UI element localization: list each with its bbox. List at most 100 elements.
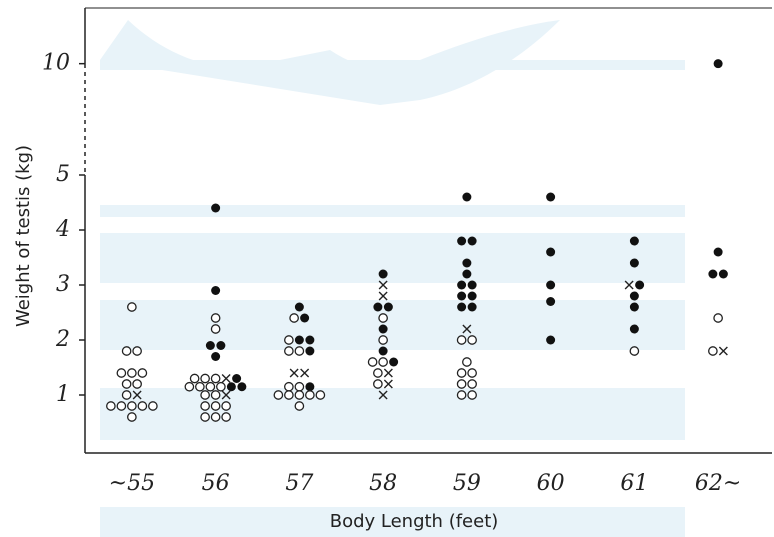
open-marker <box>132 379 142 389</box>
open-marker <box>367 357 378 367</box>
cross-marker <box>462 324 472 334</box>
open-marker <box>200 373 210 384</box>
filled-marker <box>457 302 467 312</box>
filled-marker <box>378 269 388 279</box>
y-tick-label: 3 <box>56 272 70 297</box>
open-marker <box>629 346 640 356</box>
open-marker <box>315 390 326 400</box>
open-marker <box>305 390 315 400</box>
open-marker <box>467 368 477 378</box>
open-marker <box>294 401 305 411</box>
open-marker <box>205 381 216 392</box>
open-marker <box>467 390 477 400</box>
open-marker <box>195 381 205 392</box>
filled-marker <box>211 203 221 213</box>
open-marker <box>456 390 467 400</box>
open-marker <box>284 390 294 400</box>
filled-marker <box>546 297 556 306</box>
filled-marker <box>708 269 718 279</box>
open-marker <box>373 368 383 378</box>
cross-marker <box>221 374 231 383</box>
filled-marker <box>232 374 242 383</box>
filled-marker <box>546 192 556 202</box>
filled-marker <box>713 59 723 69</box>
open-marker <box>216 381 226 392</box>
filled-marker <box>467 291 477 301</box>
filled-marker <box>294 302 304 312</box>
open-marker <box>294 381 305 392</box>
filled-marker <box>300 313 310 323</box>
filled-marker <box>389 357 399 367</box>
open-marker <box>210 373 221 384</box>
filled-marker <box>305 346 315 356</box>
open-marker <box>378 313 388 323</box>
filled-marker <box>546 280 556 290</box>
open-marker <box>210 313 221 323</box>
cross-marker <box>378 291 388 301</box>
band <box>100 60 685 70</box>
x-tick-label: 61 <box>620 471 648 496</box>
open-marker <box>127 401 137 411</box>
x-axis-label: Body Length (feet) <box>330 511 499 532</box>
filled-marker <box>629 302 639 312</box>
filled-marker <box>457 236 467 246</box>
open-marker <box>106 401 116 411</box>
filled-marker <box>635 280 645 290</box>
filled-marker <box>378 346 388 356</box>
open-marker <box>121 379 132 389</box>
filled-marker <box>237 382 247 392</box>
open-marker <box>210 401 221 411</box>
open-marker <box>148 401 158 411</box>
x-tick-label: 56 <box>202 471 230 496</box>
filled-marker <box>373 302 383 312</box>
open-marker <box>294 346 305 356</box>
open-marker <box>713 313 723 323</box>
x-tick-label: 58 <box>369 471 397 496</box>
band <box>100 507 685 537</box>
filled-marker <box>718 269 728 279</box>
open-marker <box>200 412 210 422</box>
open-marker <box>210 324 221 334</box>
filled-marker <box>457 280 467 290</box>
cross-marker <box>289 368 299 378</box>
filled-marker <box>546 247 556 257</box>
open-marker <box>456 379 467 389</box>
filled-marker <box>467 280 477 290</box>
filled-marker <box>462 269 472 279</box>
filled-marker <box>457 291 467 301</box>
open-marker <box>462 357 472 367</box>
open-marker <box>708 346 718 356</box>
cross-marker <box>221 390 231 400</box>
open-marker <box>121 346 132 356</box>
open-marker <box>127 368 137 378</box>
cross-marker <box>378 390 388 400</box>
band <box>100 205 685 217</box>
filled-marker <box>629 236 639 246</box>
band <box>100 233 685 283</box>
filled-marker <box>462 192 472 202</box>
cross-marker <box>718 346 728 356</box>
filled-marker <box>467 236 477 246</box>
filled-marker <box>546 335 556 345</box>
open-marker <box>294 390 305 400</box>
filled-marker <box>211 352 221 361</box>
x-tick-label: 62~ <box>695 471 741 496</box>
filled-marker <box>294 335 304 345</box>
open-marker <box>284 346 294 356</box>
filled-marker <box>305 335 315 345</box>
band <box>100 388 685 440</box>
filled-marker <box>383 302 393 312</box>
open-marker <box>378 357 388 367</box>
open-marker <box>137 368 148 378</box>
y-tick-label: 5 <box>56 162 70 187</box>
open-marker <box>127 302 137 312</box>
cross-marker <box>378 280 388 290</box>
x-tick-label: ~55 <box>109 471 155 496</box>
y-tick-label: 10 <box>42 51 70 76</box>
filled-marker <box>467 302 477 312</box>
watermark <box>100 20 685 537</box>
filled-marker <box>216 341 226 350</box>
filled-marker <box>226 382 236 392</box>
open-marker <box>273 390 284 400</box>
